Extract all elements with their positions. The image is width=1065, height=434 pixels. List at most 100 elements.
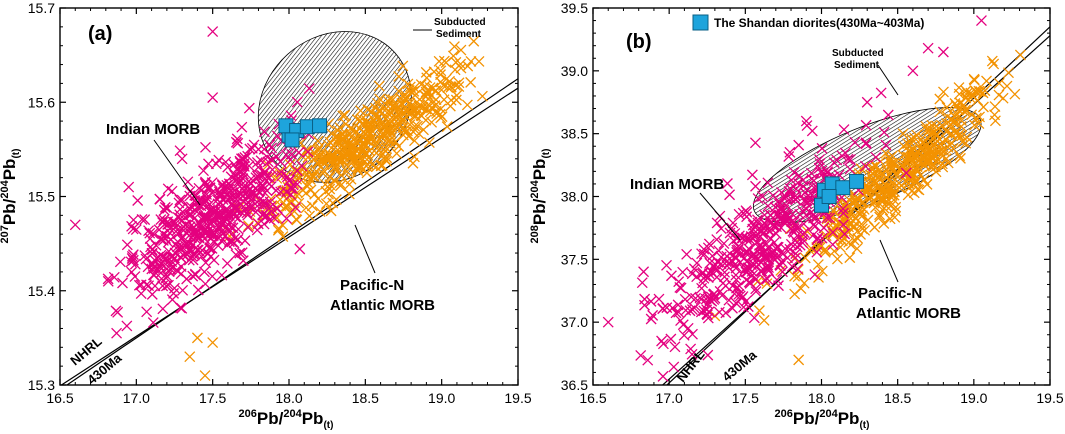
indian-morb-point <box>759 274 771 286</box>
indian-morb-point <box>208 235 220 247</box>
pacific-n-atlantic-morb-point <box>875 193 887 205</box>
indian-morb-point <box>778 204 790 216</box>
indian-morb-point <box>752 214 763 226</box>
panel-a: 16.5 17.0 17.5 18.0 18.5 19.0 19.5 15.3 15.4 15.5… <box>0 0 532 431</box>
y-tick-label: 38.5 <box>561 126 588 142</box>
pacific-n-atlantic-morb-point <box>937 150 949 162</box>
indian-morb-point <box>790 219 802 231</box>
indian-morb-point <box>821 212 833 224</box>
indian-morb-point <box>749 251 761 263</box>
indian-morb-point <box>112 306 124 318</box>
indian-morb-point <box>213 154 225 166</box>
pacific-n-atlantic-morb-point <box>960 85 972 97</box>
pacific-n-atlantic-morb-point <box>874 173 886 185</box>
indian-morb-point <box>231 190 243 202</box>
pacific-n-atlantic-morb-point <box>407 157 419 169</box>
indian-morb-point <box>701 309 713 321</box>
pacific-n-atlantic-morb-point <box>886 188 898 200</box>
indian-morb-point <box>731 246 743 258</box>
indian-morb-point <box>733 208 745 220</box>
pacific-n-atlantic-morb-point <box>793 354 805 366</box>
pacific-n-atlantic-morb-point <box>408 85 420 97</box>
indian-morb-point <box>739 247 751 259</box>
pacific-n-atlantic-morb-point <box>473 55 485 67</box>
pacific-n-atlantic-morb-point <box>897 128 909 140</box>
pacific-n-atlantic-morb-point <box>868 197 880 209</box>
pacific-n-atlantic-morb-point <box>329 164 341 176</box>
indian-morb-point <box>244 190 256 202</box>
pacific-n-atlantic-morb-point <box>831 253 843 265</box>
indian-morb-point <box>767 190 779 202</box>
indian-morb-point <box>882 109 894 121</box>
indian-morb-point <box>174 194 186 206</box>
indian-morb-point <box>182 176 194 188</box>
indian-morb-point <box>797 174 809 186</box>
indian-morb-point <box>169 247 181 259</box>
indian-morb-point <box>264 214 276 226</box>
indian-morb-point <box>236 247 248 259</box>
pacific-n-atlantic-morb-point <box>925 143 937 155</box>
pacific-n-atlantic-morb-point <box>883 169 895 181</box>
pacific-n-atlantic-morb-point <box>375 160 387 172</box>
annotation-pacific-b: Pacific-N <box>858 285 922 302</box>
indian-morb-point <box>744 277 756 289</box>
panel-label-a: (a) <box>88 23 112 45</box>
indian-morb-point <box>779 193 791 205</box>
indian-morb-point <box>162 202 174 214</box>
indian-morb-point <box>294 243 306 255</box>
indian-morb-point <box>696 268 708 280</box>
pacific-n-atlantic-morb-point <box>902 189 914 201</box>
annotation-sediment-b: Sediment <box>834 60 880 71</box>
indian-morb-point <box>216 269 228 281</box>
x-tick-label: 19.5 <box>1036 390 1063 406</box>
indian-morb-point <box>275 186 287 198</box>
pacific-n-atlantic-morb-point <box>924 156 936 168</box>
indian-morb-point <box>711 217 723 229</box>
pacific-n-atlantic-morb-point <box>862 214 874 226</box>
indian-morb-point <box>198 266 210 278</box>
pacific-n-atlantic-morb-point <box>337 110 349 122</box>
indian-morb-point <box>232 137 244 149</box>
indian-morb-point <box>789 190 801 202</box>
indian-morb-point <box>261 151 273 163</box>
pacific-n-atlantic-morb-point <box>930 120 942 132</box>
pacific-n-atlantic-morb-point <box>874 209 886 221</box>
indian-morb-point <box>670 307 682 319</box>
indian-morb-point <box>755 257 767 269</box>
indian-morb-point <box>792 263 804 275</box>
indian-morb-point <box>741 266 753 278</box>
pacific-n-atlantic-morb-point <box>334 177 346 189</box>
indian-morb-point <box>229 169 241 181</box>
pacific-n-atlantic-morb-point <box>927 160 939 172</box>
indian-morb-point <box>900 167 912 179</box>
pacific-n-atlantic-morb-point <box>903 139 915 151</box>
y-tick-label: 15.6 <box>28 94 55 110</box>
pacific-n-atlantic-morb-point <box>958 105 970 117</box>
pacific-n-atlantic-morb-point <box>335 143 347 155</box>
pacific-n-atlantic-morb-point <box>465 76 477 88</box>
pacific-n-atlantic-morb-point <box>880 147 892 159</box>
indian-morb-point <box>215 211 227 223</box>
indian-morb-point <box>737 291 749 302</box>
pacific-n-atlantic-morb-point <box>391 147 403 159</box>
pacific-n-atlantic-morb-point <box>812 259 824 271</box>
pacific-n-atlantic-morb-point <box>993 77 1005 89</box>
pacific-n-atlantic-morb-point <box>383 125 395 137</box>
pacific-n-atlantic-morb-point <box>369 134 381 146</box>
indian-morb-point <box>816 165 828 177</box>
pacific-n-atlantic-morb-point <box>856 210 868 222</box>
pacific-n-atlantic-morb-point <box>406 86 418 98</box>
pacific-n-atlantic-morb-point <box>384 135 396 146</box>
annotation-430ma-b: 430Ma <box>719 347 760 385</box>
pacific-n-atlantic-morb-point <box>371 108 382 120</box>
indian-morb-point <box>167 216 179 228</box>
pacific-n-atlantic-morb-point <box>421 72 433 84</box>
indian-morb-point <box>742 301 754 313</box>
indian-morb-point <box>788 166 800 178</box>
pacific-n-atlantic-morb-point <box>952 104 964 116</box>
pacific-n-atlantic-morb-point <box>944 118 956 130</box>
indian-morb-point <box>158 260 170 272</box>
pacific-n-atlantic-morb-point <box>440 73 452 85</box>
indian-morb-point <box>166 185 178 197</box>
indian-morb-point <box>198 165 209 177</box>
